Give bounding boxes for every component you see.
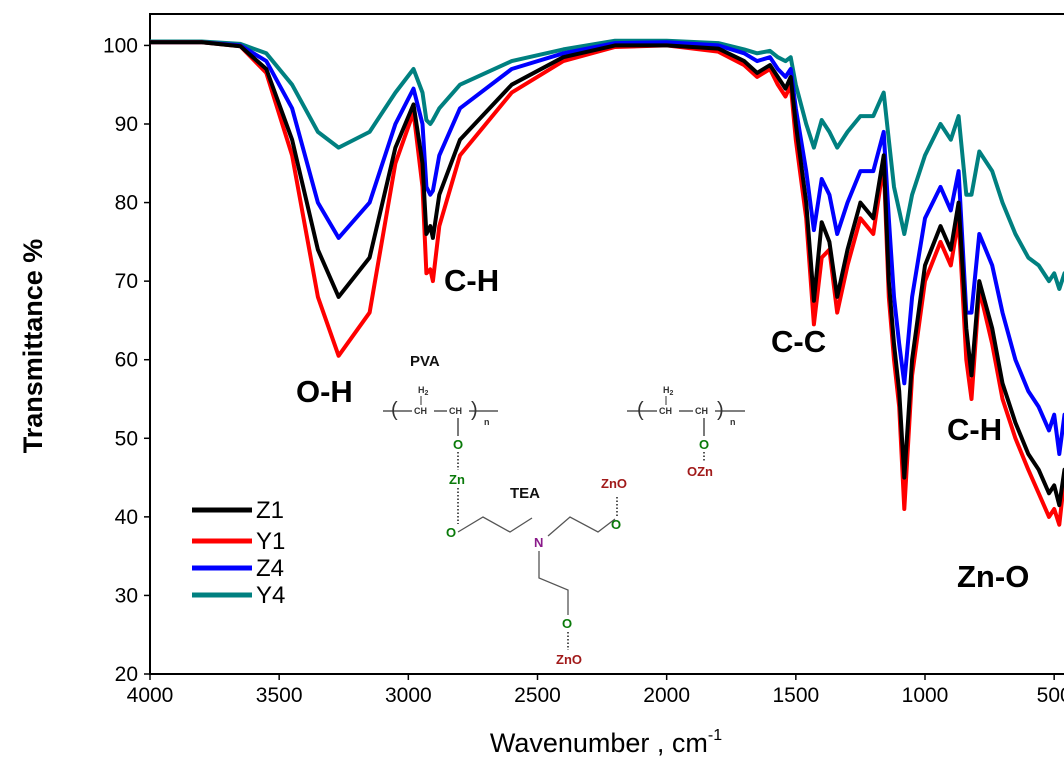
legend-label-y4: Y4 [256,582,285,609]
tea-o-bottom: O [562,616,572,631]
y-tick-label: 70 [115,270,138,293]
annotation-ch-2: C-H [947,412,1002,447]
series-line-z1 [150,40,1064,508]
right-n-subscript: n [730,417,736,427]
y-tick-label: 60 [115,349,138,372]
right-bracket-close: ) [717,399,724,421]
annotation-oh: O-H [296,374,353,409]
tea-zno-right: ZnO [601,476,627,491]
y-tick-label: 90 [115,113,138,136]
tick-layer: 4000 3500 3000 2500 2000 1500 1000 500 20 30 40 50 6… [103,34,1064,707]
legend-entry-y1: Y1 [192,528,285,555]
y-tick-label: 100 [103,34,138,57]
x-tick-label: 2000 [643,684,690,707]
legend-label-y1: Y1 [256,528,285,555]
legend-label-z1: Z1 [256,497,284,524]
tea-o-right: O [611,517,621,532]
annotation-ch-1: C-H [444,263,499,298]
left-ch-1-bg [412,405,434,417]
series-layer [150,38,1064,527]
tea-arm-bottom [538,551,569,615]
left-ch2-subscript: 2 [425,390,429,397]
tea-n-atom: N [534,535,543,550]
x-axis-title: Wavenumber , cm-1 [490,727,722,758]
x-tick-label: 1000 [902,684,949,707]
left-ch-1: CH [414,406,427,416]
tea-zno-bottom: ZnO [556,652,582,667]
left-bracket-close: ) [471,399,478,421]
left-ch-2: CH [449,406,462,416]
right-bracket-open: ( [637,399,644,421]
legend: Z1 Y1 Z4 Y4 [192,497,285,609]
left-bracket-open: ( [391,399,398,421]
y-tick-label: 30 [115,584,138,607]
right-ch2-h: H2 [663,385,674,397]
y-tick-label: 40 [115,506,138,529]
right-ch-1: CH [659,406,672,416]
y-tick-label: 80 [115,192,138,215]
y-tick-label: 20 [115,663,138,686]
inset-pva-label: PVA [410,353,440,370]
structure-inset: PVA TEA ( ) H2 CH CH n O Zn O N O ZnO O … [372,353,762,672]
left-o: O [453,437,463,452]
right-ozn: OZn [687,464,713,479]
x-tick-label: 4000 [127,684,174,707]
x-tick-label: 3500 [256,684,303,707]
y-axis-title: Transmittance % [18,239,48,454]
structure-inset-background [372,372,762,672]
plot-frame [149,13,1064,675]
x-tick-label: 2500 [514,684,561,707]
tea-arm-right [547,516,616,537]
legend-entry-z4: Z4 [192,555,284,582]
legend-entry-y4: Y4 [192,582,285,609]
x-tick-label: 500 [1037,684,1064,707]
right-o: O [699,437,709,452]
y-tick-label: 50 [115,427,138,450]
legend-entry-z1: Z1 [192,497,284,524]
left-ch-2-bg [447,405,469,417]
annotation-zno: Zn-O [957,559,1029,594]
right-ch-2: CH [695,406,708,416]
x-axis-title-superscript: -1 [708,727,722,744]
series-line-y1 [150,40,1064,527]
x-tick-label: 3000 [385,684,432,707]
right-ch2-subscript: 2 [670,390,674,397]
right-ch-2-bg [693,405,715,417]
left-ch2-h: H2 [418,385,429,397]
left-zn: Zn [449,472,465,487]
tea-arm-left [457,516,533,533]
left-n-subscript: n [484,417,490,427]
series-line-z4 [150,40,1064,456]
tea-o-left: O [446,525,456,540]
x-tick-label: 1500 [772,684,819,707]
annotation-cc: C-C [771,324,826,359]
right-ch-1-bg [657,405,679,417]
series-line-y4 [150,38,1064,291]
inset-tea-label: TEA [510,485,540,502]
legend-label-z4: Z4 [256,555,284,582]
